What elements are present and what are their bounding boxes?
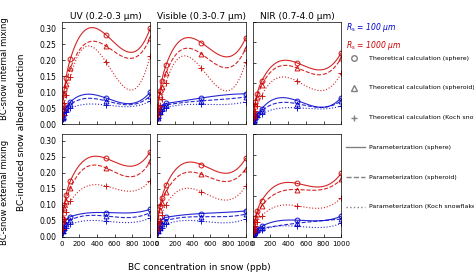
Text: BC-snow internal mixing: BC-snow internal mixing (0, 17, 9, 120)
Text: $R_\mathrm{s}$ = 100 μm: $R_\mathrm{s}$ = 100 μm (346, 21, 396, 34)
Text: Parameterization (Koch snowflake): Parameterization (Koch snowflake) (369, 204, 474, 209)
Text: Parameterization (spheroid): Parameterization (spheroid) (369, 175, 457, 180)
Text: BC-induced snow albedo reduction: BC-induced snow albedo reduction (17, 53, 26, 211)
Text: BC-snow external mixing: BC-snow external mixing (0, 140, 9, 245)
Text: $R_\mathrm{s}$ = 1000 μm: $R_\mathrm{s}$ = 1000 μm (346, 39, 401, 51)
Title: Visible (0.3-0.7 μm): Visible (0.3-0.7 μm) (157, 12, 246, 21)
Title: UV (0.2-0.3 μm): UV (0.2-0.3 μm) (70, 12, 142, 21)
Text: Theoretical calculation (Koch snowflake): Theoretical calculation (Koch snowflake) (369, 115, 474, 120)
Text: Theoretical calculation (sphere): Theoretical calculation (sphere) (369, 56, 469, 61)
Text: BC concentration in snow (ppb): BC concentration in snow (ppb) (128, 263, 270, 272)
Text: Parameterization (sphere): Parameterization (sphere) (369, 145, 451, 150)
Title: NIR (0.7-4.0 μm): NIR (0.7-4.0 μm) (260, 12, 334, 21)
Text: Theoretical calculation (spheroid): Theoretical calculation (spheroid) (369, 86, 474, 90)
